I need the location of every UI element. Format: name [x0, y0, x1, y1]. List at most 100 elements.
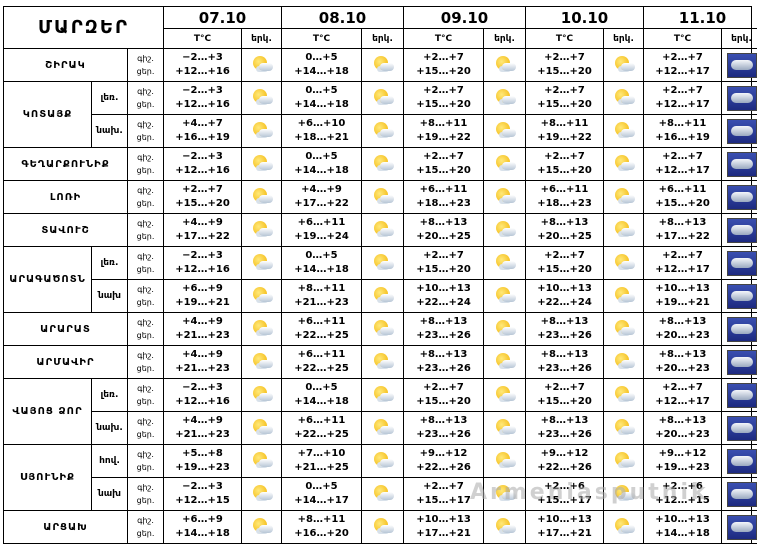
period-label: ցեր.: [136, 166, 155, 175]
sun-cloud-icon: [251, 319, 273, 339]
rain-cloud-icon: [726, 85, 757, 111]
region-subzone: լեռ.: [92, 82, 128, 115]
sky-cell: [362, 280, 404, 313]
temperature-cell: +8…+13 +17…+22: [644, 214, 722, 247]
temperature-cell: +10…+13 +17…+21: [404, 511, 484, 544]
night-temperature: +4…+9: [182, 415, 223, 426]
day-temperature: +14…+18: [294, 165, 349, 176]
day-temperature: +18…+23: [416, 198, 471, 209]
region-subzone: լեռ.: [92, 379, 128, 412]
temperature-cell: +9…+12 +22…+26: [404, 445, 484, 478]
period-labels: գիշ. ցեր.: [128, 115, 164, 148]
temperature-cell: +2…+7 +12…+17: [644, 379, 722, 412]
night-temperature: +6…+11: [419, 184, 468, 195]
sky-cell: [722, 412, 757, 445]
period-label: գիշ.: [137, 87, 154, 96]
temperature-cell: +6…+11 +18…+23: [404, 181, 484, 214]
day-temperature: +14…+17: [294, 495, 349, 506]
sky-cell: [242, 280, 282, 313]
night-temperature: +8…+13: [540, 217, 589, 228]
temperature-cell: +8…+13 +23…+26: [526, 412, 604, 445]
sky-cell: [242, 445, 282, 478]
day-temperature: +22…+25: [294, 429, 349, 440]
temperature-cell: −2…+3 +12…+15: [164, 478, 242, 511]
sun-cloud-icon: [613, 418, 635, 438]
sun-cloud-icon: [494, 253, 516, 273]
sun-cloud-icon: [494, 484, 516, 504]
sun-cloud-icon: [251, 88, 273, 108]
sun-cloud-icon: [372, 121, 394, 141]
sun-cloud-icon: [372, 253, 394, 273]
sun-cloud-icon: [251, 55, 273, 75]
day-temperature: +14…+18: [175, 528, 230, 539]
sky-cell: [722, 214, 757, 247]
day-temperature: +14…+18: [294, 99, 349, 110]
rain-cloud-icon: [726, 283, 757, 309]
sky-col-header: երկ.: [242, 29, 282, 49]
period-label: գիշ.: [137, 120, 154, 129]
temperature-cell: +8…+11 +19…+22: [404, 115, 484, 148]
day-temperature: +18…+23: [537, 198, 592, 209]
sky-cell: [484, 412, 526, 445]
sky-cell: [604, 115, 644, 148]
sun-cloud-icon: [613, 187, 635, 207]
period-labels: գիշ. ցեր.: [128, 478, 164, 511]
period-label: գիշ.: [137, 153, 154, 162]
sky-cell: [484, 313, 526, 346]
sun-cloud-icon: [613, 88, 635, 108]
sky-cell: [242, 148, 282, 181]
day-temperature: +15…+20: [416, 396, 471, 407]
sun-cloud-icon: [251, 352, 273, 372]
night-temperature: +2…+7: [662, 382, 703, 393]
day-temperature: +20…+23: [655, 330, 710, 341]
period-label: ցեր.: [136, 133, 155, 142]
temperature-cell: −2…+3 +12…+16: [164, 148, 242, 181]
temperature-cell: +2…+6 +12…+15: [644, 478, 722, 511]
sun-cloud-icon: [613, 451, 635, 471]
temperature-cell: +8…+13 +20…+25: [526, 214, 604, 247]
temperature-cell: +4…+9 +21…+23: [164, 313, 242, 346]
night-temperature: +8…+11: [297, 514, 346, 525]
temperature-cell: +8…+13 +23…+26: [404, 313, 484, 346]
night-temperature: +2…+6: [544, 481, 585, 492]
sun-cloud-icon: [494, 286, 516, 306]
temperature-cell: +8…+11 +16…+20: [282, 511, 362, 544]
region-subzone: հով.: [92, 445, 128, 478]
night-temperature: +6…+11: [540, 184, 589, 195]
temperature-cell: +2…+7 +12…+17: [644, 148, 722, 181]
sun-cloud-icon: [613, 55, 635, 75]
sky-cell: [722, 115, 757, 148]
table-title: ՄԱՐԶԵՐ: [4, 7, 164, 49]
night-temperature: +6…+9: [182, 283, 223, 294]
temperature-cell: −2…+3 +12…+16: [164, 49, 242, 82]
temperature-cell: +6…+11 +18…+23: [526, 181, 604, 214]
day-temperature: +15…+17: [537, 495, 592, 506]
temperature-cell: +2…+7 +15…+20: [526, 379, 604, 412]
sky-cell: [362, 379, 404, 412]
period-label: գիշ.: [137, 318, 154, 327]
day-temperature: +19…+22: [537, 132, 592, 143]
day-temperature: +18…+21: [294, 132, 349, 143]
night-temperature: +2…+7: [544, 85, 585, 96]
sky-cell: [604, 445, 644, 478]
night-temperature: +9…+12: [540, 448, 589, 459]
night-temperature: +9…+12: [419, 448, 468, 459]
sun-cloud-icon: [251, 220, 273, 240]
sky-cell: [484, 181, 526, 214]
sun-cloud-icon: [494, 55, 516, 75]
night-temperature: +4…+9: [182, 316, 223, 327]
night-temperature: +2…+7: [423, 151, 464, 162]
night-temperature: +6…+11: [297, 415, 346, 426]
rain-cloud-icon: [726, 481, 757, 507]
sun-cloud-icon: [494, 154, 516, 174]
rain-cloud-icon: [726, 184, 757, 210]
sky-cell: [604, 247, 644, 280]
night-temperature: +10…+13: [416, 283, 471, 294]
day-temperature: +14…+18: [655, 528, 710, 539]
night-temperature: +7…+10: [297, 448, 346, 459]
sky-cell: [242, 511, 282, 544]
night-temperature: +2…+7: [662, 151, 703, 162]
day-temperature: +17…+22: [294, 198, 349, 209]
temperature-cell: +10…+13 +19…+21: [644, 280, 722, 313]
temperature-cell: +8…+11 +21…+23: [282, 280, 362, 313]
